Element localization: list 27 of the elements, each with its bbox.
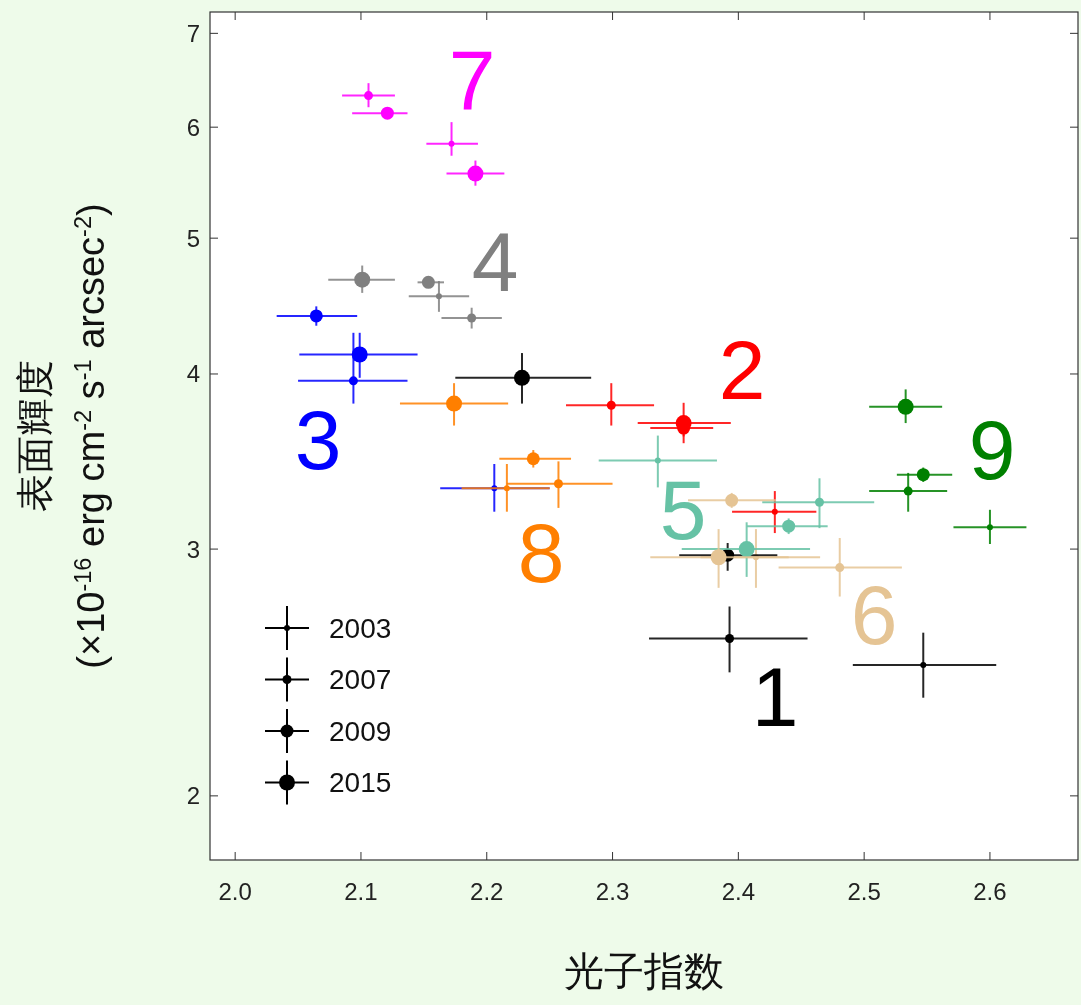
legend-label: 2007 (329, 664, 392, 695)
x-tick-label: 2.3 (595, 878, 630, 905)
y-tick-label: 6 (186, 113, 200, 141)
x-tick-label: 2.2 (470, 878, 504, 905)
x-tick-label: 2.0 (218, 878, 252, 905)
x-tick-label: 2.6 (973, 878, 1007, 905)
annotation: 3 (294, 393, 342, 487)
annotation: 2 (718, 323, 766, 417)
annotation: 7 (448, 33, 496, 127)
annotation: 6 (850, 568, 898, 662)
x-axis-title: 光子指数 (564, 949, 724, 993)
x-tick-label: 2.1 (344, 878, 378, 905)
legend-label: 2009 (329, 715, 392, 747)
y-tick-label: 5 (186, 224, 200, 252)
legend-label: 2015 (329, 767, 392, 798)
annotation: 1 (751, 650, 799, 744)
y-tick-label: 7 (186, 19, 200, 47)
x-tick-label: 2.5 (847, 878, 881, 905)
y-tick-label: 3 (186, 535, 200, 563)
annotation: 9 (968, 403, 1016, 497)
legend-label: 2003 (329, 612, 392, 644)
annotation: 8 (517, 506, 565, 600)
y-tick-label: 4 (186, 360, 200, 388)
y-tick-label: 2 (186, 782, 200, 810)
annotation: 4 (471, 215, 519, 309)
x-tick-label: 2.4 (721, 878, 756, 905)
annotation: 5 (659, 463, 707, 557)
